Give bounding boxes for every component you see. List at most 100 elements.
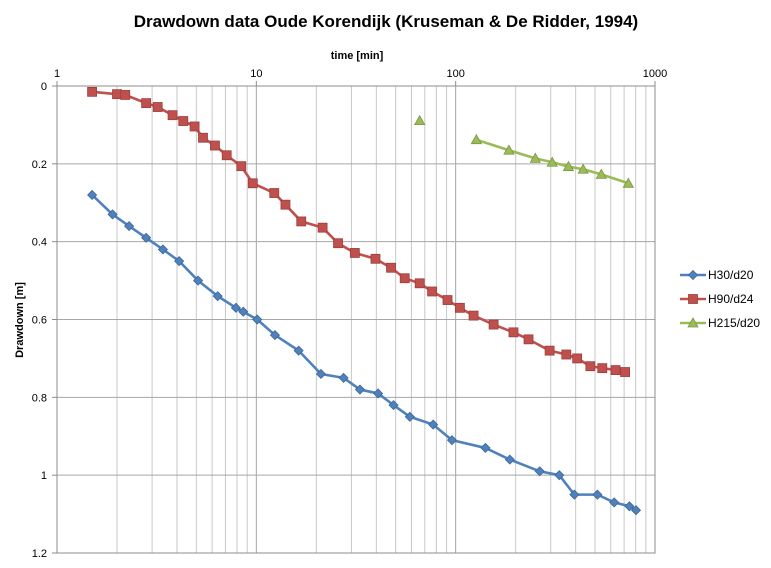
series-h215-d20 — [414, 114, 635, 188]
data-point-h90-d24 — [112, 89, 122, 100]
series-h90-d24 — [87, 86, 631, 377]
data-point-h90-d24 — [198, 132, 208, 143]
x-tick-label: 100 — [446, 68, 464, 80]
data-point-h30-d20 — [124, 221, 135, 232]
data-point-h30-d20 — [554, 470, 565, 481]
data-point-h90-d24 — [349, 248, 360, 258]
legend-item-h30-d20: H30/d20 — [680, 268, 754, 282]
data-point-h30-d20 — [230, 302, 241, 313]
data-point-h90-d24 — [454, 302, 465, 313]
legend-marker-h30-d20 — [687, 269, 699, 281]
data-point-h90-d24 — [167, 110, 178, 121]
data-point-h30-d20 — [504, 454, 515, 465]
tick-labels: 1 10 100 1000 0 0.2 0.4 0.6 0.8 1 1.2 — [32, 68, 668, 560]
legend-marker-h215-d20 — [687, 317, 699, 328]
data-point-h90-d24 — [236, 161, 247, 172]
data-point-h30-d20 — [372, 388, 384, 399]
data-point-h30-d20 — [592, 489, 603, 500]
data-point-h215-d20 — [595, 168, 608, 179]
data-point-h90-d24 — [468, 310, 479, 321]
data-point-h30-d20 — [315, 368, 327, 380]
data-point-h215-d20 — [622, 177, 635, 188]
data-point-h215-d20 — [503, 144, 515, 155]
data-point-h30-d20 — [534, 466, 545, 477]
data-point-h30-d20 — [480, 442, 491, 453]
data-point-h90-d24 — [280, 199, 291, 210]
data-point-h215-d20 — [562, 160, 575, 171]
data-point-h90-d24 — [414, 278, 425, 289]
chart-title: Drawdown data Oude Korendijk (Kruseman &… — [134, 12, 638, 31]
data-point-h30-d20 — [354, 384, 366, 395]
y-tick-label: 0 — [41, 81, 47, 93]
data-point-h215-d20 — [577, 163, 589, 174]
series-h30-d20 — [87, 189, 642, 516]
data-point-h30-d20 — [157, 244, 169, 255]
data-point-h30-d20 — [338, 372, 349, 383]
data-point-h30-d20 — [609, 497, 620, 508]
data-point-h90-d24 — [488, 319, 499, 330]
legend-item-h90-d24: H90/d24 — [680, 292, 754, 306]
data-point-h90-d24 — [442, 295, 453, 305]
legend-label-h90-d24: H90/d24 — [708, 292, 754, 306]
data-point-h30-d20 — [141, 232, 152, 243]
data-point-h90-d24 — [620, 367, 631, 377]
data-point-h30-d20 — [212, 291, 223, 302]
y-tick-label: 0.4 — [32, 237, 47, 249]
data-point-h90-d24 — [269, 188, 280, 198]
data-point-h90-d24 — [247, 178, 258, 189]
y-tick-label: 0.8 — [32, 392, 47, 404]
data-point-h90-d24 — [561, 349, 572, 360]
y-tick-label: 0.6 — [32, 315, 47, 327]
data-point-h90-d24 — [141, 98, 152, 109]
data-point-h90-d24 — [597, 363, 608, 374]
data-point-h30-d20 — [404, 411, 415, 422]
data-point-h30-d20 — [446, 435, 458, 446]
y-tick-label: 1.2 — [32, 548, 47, 560]
data-point-h215-d20 — [470, 133, 483, 145]
x-tick-label: 10 — [250, 68, 262, 80]
x-axis-title: time [min] — [331, 50, 384, 62]
data-point-h90-d24 — [610, 365, 621, 375]
x-tick-label: 1000 — [643, 68, 667, 80]
data-point-h90-d24 — [399, 273, 410, 284]
y-tick-label: 1 — [41, 470, 47, 482]
data-point-h90-d24 — [87, 86, 98, 97]
y-tick-label: 0.2 — [32, 159, 47, 171]
data-point-h90-d24 — [296, 216, 307, 227]
axes — [52, 81, 656, 554]
data-point-h215-d20 — [529, 152, 542, 163]
data-point-h90-d24 — [120, 90, 131, 100]
y-axis-title: Drawdown [m] — [14, 282, 26, 358]
data-point-h30-d20 — [192, 275, 204, 286]
data-point-h90-d24 — [572, 353, 583, 364]
data-point-h90-d24 — [508, 327, 519, 338]
data-point-h30-d20 — [107, 209, 118, 220]
data-point-h90-d24 — [210, 140, 220, 151]
data-point-h30-d20 — [238, 306, 249, 317]
data-point-h90-d24 — [427, 286, 438, 297]
data-point-h90-d24 — [370, 253, 381, 264]
data-point-h90-d24 — [523, 334, 534, 345]
series-group — [87, 86, 642, 516]
data-point-h30-d20 — [87, 189, 98, 201]
data-point-h90-d24 — [333, 238, 343, 249]
data-point-h30-d20 — [624, 501, 635, 512]
series-line-h215-d20 — [475, 138, 629, 185]
legend-marker-h90-d24 — [688, 294, 698, 304]
data-point-h30-d20 — [269, 330, 281, 341]
legend-item-h215-d20: H215/d20 — [680, 316, 760, 330]
data-point-h90-d24 — [585, 361, 596, 372]
data-point-h90-d24 — [178, 116, 189, 126]
data-point-h215-d20 — [414, 114, 426, 126]
data-point-h90-d24 — [189, 121, 200, 132]
data-point-h90-d24 — [317, 222, 328, 233]
data-point-h90-d24 — [544, 345, 555, 356]
legend-label-h215-d20: H215/d20 — [708, 316, 760, 330]
data-point-h30-d20 — [174, 256, 185, 267]
data-point-h90-d24 — [221, 150, 232, 161]
data-point-h30-d20 — [428, 419, 439, 430]
legend: H30/d20 H90/d24 H215/d20 — [680, 268, 760, 330]
data-point-h30-d20 — [630, 505, 642, 516]
x-tick-label: 1 — [54, 68, 60, 80]
